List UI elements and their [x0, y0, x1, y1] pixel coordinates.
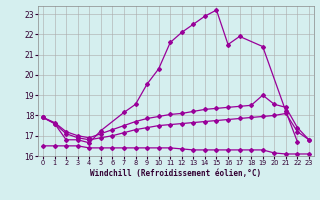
X-axis label: Windchill (Refroidissement éolien,°C): Windchill (Refroidissement éolien,°C) [91, 169, 261, 178]
